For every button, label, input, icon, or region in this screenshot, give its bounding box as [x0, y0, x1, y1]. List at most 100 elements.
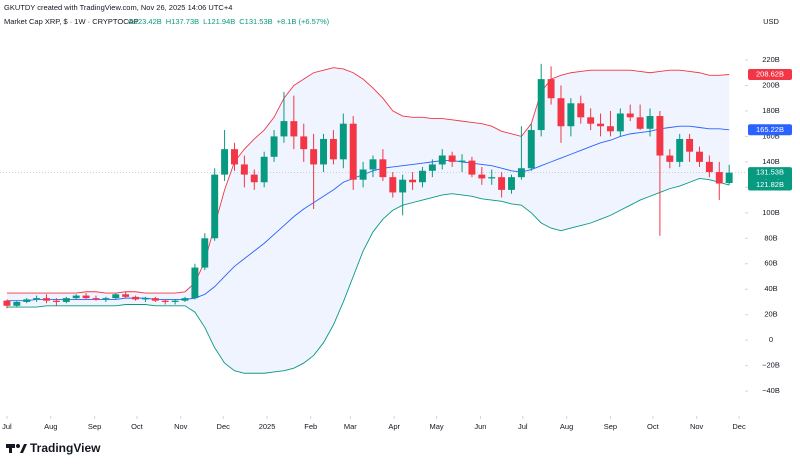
x-tick-label: Aug: [44, 422, 57, 431]
x-tick-label: Jun: [474, 422, 486, 431]
y-tick-label: −20B: [762, 361, 780, 370]
y-tick-label: 20B: [764, 310, 777, 319]
candle-body: [52, 300, 60, 302]
x-tick-label: Feb: [304, 422, 317, 431]
logo-mark: [16, 444, 20, 448]
candle-body: [23, 299, 31, 302]
candle-body: [72, 295, 80, 299]
candle-body: [498, 177, 506, 190]
y-tick-label: 60B: [764, 259, 777, 268]
price-label-box: [748, 179, 792, 191]
price-label: 121.82B: [756, 180, 784, 189]
candle-body: [112, 294, 120, 299]
candle-body: [537, 79, 545, 131]
plot: [0, 63, 745, 374]
logo-mark: [20, 444, 27, 453]
x-tick-label: Aug: [560, 422, 573, 431]
candle-body: [260, 156, 268, 183]
candle-body: [705, 161, 713, 173]
candle-body: [616, 113, 624, 132]
price-label: 208.62B: [756, 69, 784, 78]
candle-body: [102, 298, 110, 300]
candle-body: [517, 168, 525, 178]
candle-body: [349, 123, 357, 180]
brand: TradingView: [30, 441, 101, 455]
band-area: [6, 67, 730, 374]
candle-body: [43, 298, 50, 301]
candle-body: [250, 174, 258, 183]
price-label: 165.22B: [756, 125, 784, 134]
legend-value: H137.73B: [166, 17, 199, 26]
y-tick-label: 200B: [762, 80, 780, 89]
candle-body: [448, 155, 456, 162]
candle-body: [171, 300, 179, 302]
logo-mark: [9, 444, 12, 453]
y-tick-label: 80B: [764, 233, 777, 242]
price-label-box: [748, 69, 792, 81]
candle-body: [547, 79, 555, 99]
y-tick-label: 100B: [762, 208, 780, 217]
candle-body: [82, 295, 90, 299]
candle-body: [3, 300, 11, 306]
x-tick-label: Dec: [217, 422, 231, 431]
candle-body: [280, 121, 288, 137]
candle-body: [606, 126, 614, 132]
candle-body: [300, 136, 308, 150]
price-label-box: [748, 124, 792, 136]
band-line: [6, 67, 730, 294]
price-label: 131.53B: [756, 168, 784, 177]
candle-body: [725, 172, 733, 183]
candle-body: [636, 117, 644, 129]
credit: GKUTDY created with TradingView.com, Nov…: [4, 3, 232, 12]
candle-body: [419, 170, 426, 183]
y-tick-label: 40B: [764, 284, 777, 293]
chart-title: Market Cap XRP, $ · 1W · CRYPTOCAP: [4, 17, 139, 26]
candle-body: [488, 177, 496, 179]
candle-body: [240, 164, 248, 175]
candle-body: [409, 179, 417, 183]
candle-body: [181, 298, 189, 301]
logo: TradingView: [6, 441, 101, 455]
x-tick-label: Sep: [88, 422, 101, 431]
x-tick-label: Dec: [732, 422, 746, 431]
candle-body: [715, 172, 723, 184]
candle-body: [191, 267, 199, 299]
x-tick-label: Apr: [388, 422, 400, 431]
legend-value: C131.53B: [239, 17, 272, 26]
band-line: [6, 177, 730, 374]
x-tick-label: Jul: [2, 422, 12, 431]
candle-body: [270, 136, 278, 157]
candle-body: [201, 238, 209, 268]
candle-body: [666, 155, 674, 162]
candle-body: [310, 149, 318, 165]
legend-value: O123.42B: [128, 17, 162, 26]
candle-body: [626, 113, 634, 118]
candle-body: [211, 174, 219, 239]
candle-body: [151, 298, 159, 301]
candle-body: [92, 298, 100, 300]
candle-body: [597, 123, 605, 127]
candle-body: [508, 177, 515, 190]
candle-body: [696, 151, 703, 162]
candle-body: [359, 169, 367, 180]
candle-body: [686, 138, 694, 152]
candle-body: [527, 130, 535, 169]
y-tick-label: −40B: [762, 386, 780, 395]
legend-value: +8.1B (+6.57%): [277, 17, 330, 26]
candle-body: [587, 117, 595, 124]
candle-body: [676, 138, 684, 162]
candle-body: [399, 179, 407, 193]
candle-body: [339, 123, 347, 160]
candle-body: [13, 301, 21, 306]
x-tick-label: Jul: [518, 422, 528, 431]
candle-body: [62, 298, 70, 302]
candle-body: [132, 296, 140, 300]
y-tick-label: 0: [769, 335, 773, 344]
candle-body: [478, 174, 486, 179]
x-tick-label: Sep: [604, 422, 617, 431]
candle-body: [557, 98, 565, 127]
candle-body: [468, 160, 476, 175]
candle-body: [329, 138, 337, 160]
candle-body: [33, 298, 41, 300]
candle-body: [389, 177, 397, 193]
